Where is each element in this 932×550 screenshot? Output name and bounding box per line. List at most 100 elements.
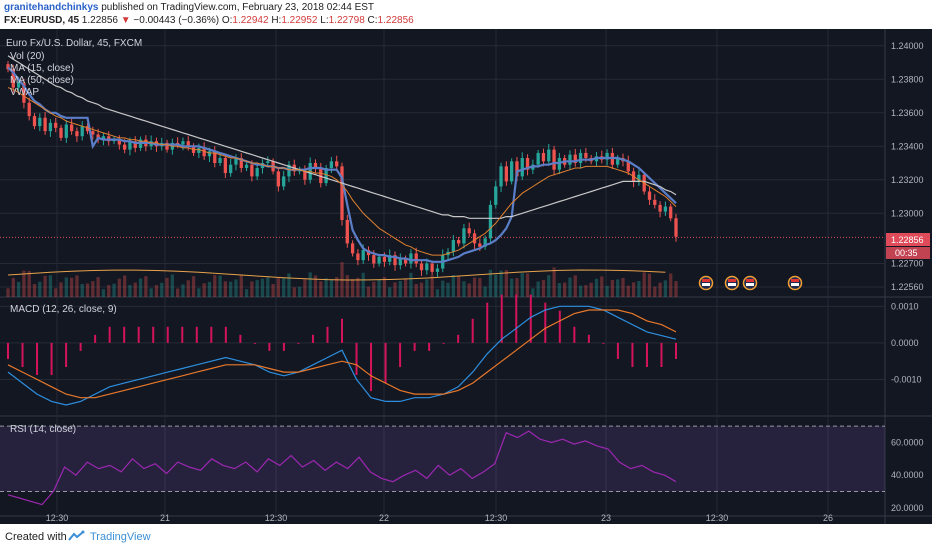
volume-bar: [430, 275, 434, 297]
macd-histogram-bar: [645, 342, 648, 368]
flag-stripe-red: [791, 279, 799, 282]
candle: [494, 180, 498, 209]
x-tick-label: 12:30: [46, 513, 69, 523]
x-tick-label: 21: [160, 513, 170, 523]
macd-histogram-bar: [210, 326, 213, 343]
candle-body: [536, 152, 540, 165]
volume-bar: [578, 285, 583, 297]
volume-bar: [663, 280, 668, 297]
candle: [85, 123, 90, 135]
flag-stripe-red: [728, 279, 736, 282]
volume-bar: [138, 278, 143, 297]
volume-bar: [176, 288, 180, 297]
candle-body: [11, 69, 15, 88]
candle-body: [64, 124, 68, 138]
candle-body: [472, 233, 477, 244]
volume-bar: [425, 279, 429, 297]
candle: [520, 152, 524, 181]
volume-bar: [276, 278, 281, 297]
candle: [467, 222, 471, 238]
candle-body: [218, 157, 222, 163]
macd-histogram-bar: [442, 342, 445, 344]
volume-bar: [658, 282, 662, 297]
legend-title: Euro Fx/U.S. Dollar, 45, FXCM: [6, 38, 142, 49]
volume-bar: [234, 279, 238, 297]
volume-bar: [356, 277, 360, 297]
volume-bar: [494, 274, 498, 297]
flag-stripe-white: [746, 283, 754, 286]
chart-area[interactable]: 12:30 21 12:30 22 12:30 23 12:30 26 1.24000 1.238…: [0, 29, 932, 524]
volume-bar: [282, 277, 286, 297]
candle: [38, 113, 42, 132]
event-markers[interactable]: [698, 275, 803, 291]
macd-histogram-bar: [326, 326, 329, 343]
candle-body: [637, 174, 641, 182]
candle: [398, 253, 402, 270]
x-tick-label: 12:30: [706, 513, 729, 523]
candle-body: [467, 228, 471, 234]
candle-body: [239, 157, 243, 169]
legend-vol: Vol (20): [10, 51, 44, 62]
candle-body: [181, 141, 185, 145]
macd-histogram-bar: [428, 342, 431, 351]
legend-ma15: MA (15, close): [10, 63, 74, 74]
volume-bar: [504, 270, 508, 297]
candle: [54, 117, 58, 133]
candle: [223, 153, 228, 179]
macd-histogram-bar: [558, 310, 561, 343]
macd-histogram-bar: [311, 334, 314, 343]
candle: [536, 149, 540, 168]
candle-body: [122, 144, 127, 150]
close-label: C:: [367, 15, 378, 26]
event-flag-icon[interactable]: [742, 275, 758, 291]
volume-bar: [101, 289, 106, 297]
macd-histogram-bar: [587, 334, 590, 343]
published-text: published on TradingView.com, February 2…: [101, 2, 375, 13]
legend-vwap: VWAP: [10, 87, 39, 98]
candle-body: [255, 168, 259, 177]
x-tick-label: 26: [823, 513, 833, 523]
candle: [213, 146, 217, 168]
candle: [107, 131, 111, 146]
macd-histogram-bar: [123, 326, 126, 343]
series-line-ma-15-close-: [7, 66, 677, 263]
volume-bar: [244, 289, 249, 297]
event-flag-icon[interactable]: [724, 275, 740, 291]
rsi-tick-label: 20.0000: [891, 503, 924, 513]
candle-body: [276, 171, 281, 187]
volume-bar: [133, 282, 137, 297]
y-tick-label: 1.23000: [891, 208, 924, 218]
candle: [244, 161, 249, 172]
candle-body: [340, 166, 344, 220]
volume-bar: [202, 283, 206, 297]
candle-body: [234, 157, 238, 165]
candle-body: [669, 206, 673, 219]
volume-bar: [382, 277, 387, 297]
candle-body: [541, 152, 546, 162]
candle: [626, 155, 630, 176]
candle: [308, 157, 312, 184]
candle: [451, 235, 455, 257]
candle-body: [223, 157, 228, 174]
candle: [282, 170, 286, 191]
candle-body: [244, 164, 249, 169]
chart-svg[interactable]: 12:30 21 12:30 22 12:30 23 12:30 26 1.24000 1.238…: [0, 29, 932, 524]
tradingview-brand[interactable]: TradingView: [90, 531, 151, 543]
volume-bar: [441, 280, 445, 297]
candle: [27, 97, 31, 121]
event-flag-icon[interactable]: [787, 275, 803, 291]
author-link[interactable]: granitehandchinkys: [4, 2, 99, 13]
candle-body: [584, 152, 588, 158]
macd-histogram-bar: [675, 342, 677, 359]
last-price: 1.22856: [81, 15, 118, 26]
event-flag-icon[interactable]: [698, 275, 714, 291]
candle: [483, 235, 487, 250]
rsi-line: [7, 430, 677, 506]
volume-bar: [589, 282, 593, 297]
candle: [637, 169, 641, 186]
macd-histogram-bar: [616, 342, 619, 359]
candle: [653, 194, 657, 209]
candle: [319, 163, 323, 188]
volume-bar: [377, 279, 381, 297]
candle: [414, 247, 418, 268]
